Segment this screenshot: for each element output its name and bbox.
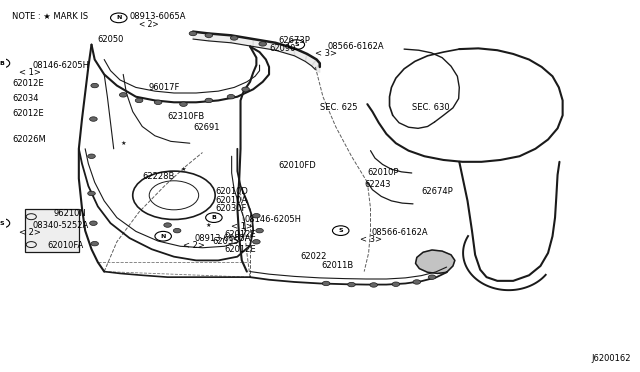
Text: 62050: 62050 — [97, 35, 124, 44]
Text: 08146-6205H: 08146-6205H — [245, 215, 302, 224]
Circle shape — [370, 283, 378, 287]
Text: < 2>: < 2> — [19, 228, 40, 237]
Text: S: S — [0, 221, 4, 226]
Circle shape — [164, 223, 172, 227]
Circle shape — [180, 102, 188, 106]
Circle shape — [256, 228, 263, 233]
Polygon shape — [253, 39, 275, 50]
Text: 08146-6205H: 08146-6205H — [33, 61, 90, 70]
Circle shape — [230, 36, 238, 40]
Circle shape — [242, 87, 250, 92]
Text: < 3>: < 3> — [360, 235, 381, 244]
Circle shape — [91, 241, 99, 246]
Circle shape — [189, 31, 196, 36]
Text: 08566-6162A: 08566-6162A — [328, 42, 384, 51]
Text: 62010P: 62010P — [367, 169, 399, 177]
Text: 62011B: 62011B — [322, 262, 354, 270]
Circle shape — [253, 214, 260, 218]
Circle shape — [428, 275, 436, 279]
Text: < 1>: < 1> — [231, 222, 253, 231]
Circle shape — [135, 98, 143, 103]
Circle shape — [154, 100, 162, 105]
Text: 62228B: 62228B — [142, 172, 175, 181]
Text: 62012E: 62012E — [12, 109, 44, 118]
Text: B: B — [211, 215, 216, 220]
Circle shape — [392, 282, 399, 286]
Text: 62035: 62035 — [212, 237, 239, 246]
Text: 62012E: 62012E — [12, 79, 44, 88]
Polygon shape — [231, 35, 253, 46]
Text: 62010A: 62010A — [215, 196, 247, 205]
Polygon shape — [316, 63, 320, 73]
Text: N: N — [116, 15, 122, 20]
Text: 62022: 62022 — [301, 252, 327, 261]
Circle shape — [90, 117, 97, 121]
Polygon shape — [193, 32, 209, 41]
Polygon shape — [209, 33, 231, 43]
Text: J6200162: J6200162 — [591, 354, 630, 363]
Bar — [25, 209, 79, 252]
Text: B: B — [0, 61, 4, 66]
Circle shape — [88, 191, 95, 196]
Text: < 3>: < 3> — [316, 49, 337, 58]
Text: 62010D: 62010D — [215, 187, 248, 196]
Circle shape — [205, 33, 212, 38]
Text: 08340-5252A: 08340-5252A — [33, 221, 89, 230]
Circle shape — [173, 228, 181, 233]
Text: S: S — [294, 42, 299, 47]
Text: 62012E: 62012E — [225, 230, 256, 239]
Text: 62673P: 62673P — [278, 36, 310, 45]
Text: 08913-6065A: 08913-6065A — [194, 234, 251, 243]
Circle shape — [348, 282, 355, 287]
Text: 62012E: 62012E — [225, 246, 256, 254]
Circle shape — [259, 42, 266, 46]
Text: 62674P: 62674P — [421, 187, 453, 196]
Text: NOTE : ★ MARK IS: NOTE : ★ MARK IS — [12, 12, 88, 21]
Text: < 2>: < 2> — [184, 241, 205, 250]
Text: 96210N: 96210N — [54, 209, 86, 218]
Circle shape — [88, 154, 95, 158]
Text: 62090: 62090 — [269, 44, 296, 53]
Circle shape — [227, 94, 235, 99]
Circle shape — [253, 240, 260, 244]
Text: 08913-6065A: 08913-6065A — [129, 12, 186, 21]
Text: 62310FB: 62310FB — [168, 112, 205, 121]
Text: 62030F: 62030F — [215, 204, 246, 213]
Text: 08566-6162A: 08566-6162A — [372, 228, 428, 237]
Circle shape — [323, 281, 330, 286]
Text: ★: ★ — [206, 222, 212, 228]
Polygon shape — [415, 250, 455, 273]
Text: ★: ★ — [120, 141, 126, 146]
Text: 62010FD: 62010FD — [278, 161, 316, 170]
Text: 62243: 62243 — [364, 180, 390, 189]
Text: SEC. 630: SEC. 630 — [412, 103, 449, 112]
Text: ★: ★ — [180, 167, 186, 172]
Text: SEC. 625: SEC. 625 — [320, 103, 357, 112]
Circle shape — [120, 93, 127, 97]
Text: S: S — [339, 228, 343, 233]
Circle shape — [205, 98, 212, 103]
Circle shape — [413, 280, 420, 284]
Text: 62034: 62034 — [12, 94, 39, 103]
Text: < 1>: < 1> — [19, 68, 40, 77]
Polygon shape — [294, 48, 307, 61]
Polygon shape — [305, 54, 317, 66]
Polygon shape — [312, 60, 320, 70]
Text: < 2>: < 2> — [139, 20, 159, 29]
Text: 62010FA: 62010FA — [47, 241, 83, 250]
Text: 62691: 62691 — [193, 123, 220, 132]
Text: N: N — [161, 234, 166, 239]
Circle shape — [91, 83, 99, 88]
Text: 62026M: 62026M — [12, 135, 46, 144]
Circle shape — [90, 221, 97, 225]
Polygon shape — [275, 43, 294, 56]
Text: 96017F: 96017F — [148, 83, 180, 92]
